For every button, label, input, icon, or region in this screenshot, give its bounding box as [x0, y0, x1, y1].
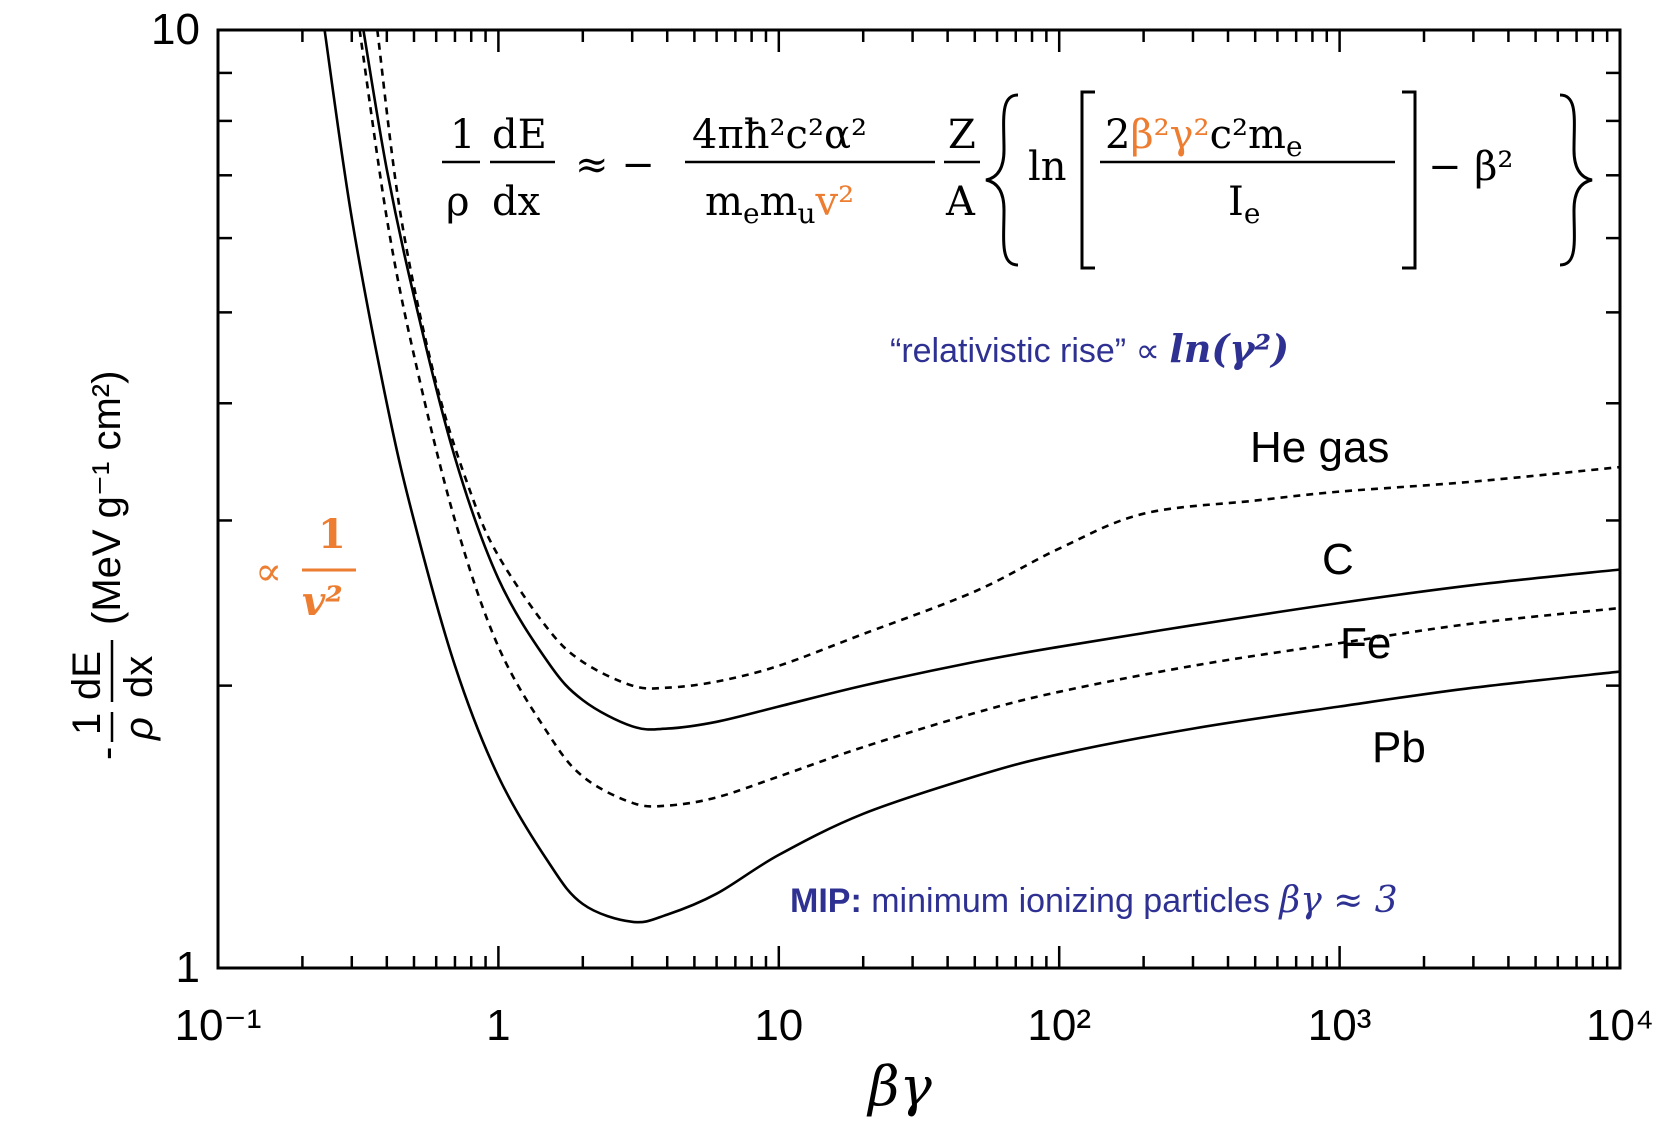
relativistic-rise-note: “relativistic rise” ∝ ln(γ²)	[890, 326, 1289, 371]
y-title-num: 1	[65, 713, 109, 735]
prop-symbol: ∝	[255, 549, 282, 595]
den-m1-sub: e	[743, 197, 760, 230]
series-label-c: C	[1322, 535, 1354, 584]
series-line-he-gas	[376, 29, 1621, 690]
inner-num-b-sub: e	[1286, 130, 1303, 163]
inner-num-orange: β²γ²	[1130, 112, 1209, 158]
x-axis-title: βγ	[866, 1055, 932, 1118]
formula-lhs-num2: dE	[492, 112, 547, 158]
inner-num-a: 2	[1105, 112, 1130, 158]
x-tick-label: 10	[754, 1001, 803, 1050]
inv-den: v²	[302, 578, 343, 625]
bracket-right	[1402, 90, 1417, 270]
bethe-formula: 1 ρ dE dx ≈ − 4πħ²c²α² memuv² Z A ln 2β²…	[442, 90, 1593, 270]
plot-frame	[216, 28, 1622, 970]
y-title-dden: dx	[117, 656, 161, 698]
den-m2-sub: u	[797, 197, 815, 230]
x-tick-label: 10³	[1308, 1001, 1372, 1050]
formula-lhs-den2: dx	[492, 179, 541, 225]
formula-inner-den: Ie	[1228, 179, 1260, 230]
tick-labels: 10⁻¹ 1 10 10² 10³ 10⁴ 1 10	[151, 5, 1654, 1050]
y-axis-title: - 1 ρ dE dx (MeV g⁻¹ cm²)	[65, 371, 161, 760]
series-label-he-gas: He gas	[1250, 423, 1389, 472]
mip-bold: MIP:	[790, 882, 862, 920]
brace-left	[985, 93, 1019, 267]
y-title-prefix: -	[85, 747, 129, 760]
series-group	[323, 29, 1621, 924]
inner-den-sub: e	[1244, 197, 1261, 230]
series-label-pb: Pb	[1372, 723, 1426, 772]
relativistic-rise-expr: ln(γ²)	[1169, 326, 1289, 371]
formula-inner-num: 2β²γ²c²me	[1105, 112, 1303, 163]
inner-num-b: c²m	[1210, 112, 1286, 158]
formula-a: A	[945, 179, 976, 225]
ticks	[216, 30, 1620, 970]
series-line-fe	[358, 29, 1621, 808]
formula-ln: ln	[1028, 144, 1067, 190]
den-m1: m	[705, 179, 743, 225]
y-title-units: (MeV g⁻¹ cm²)	[85, 371, 129, 625]
series-line-pb	[323, 29, 1621, 924]
formula-z: Z	[948, 112, 976, 158]
relativistic-rise-text: “relativistic rise” ∝	[890, 332, 1169, 370]
inv-num: 1	[318, 511, 346, 558]
brace-right	[1559, 93, 1593, 267]
formula-approx: ≈ −	[575, 142, 655, 188]
x-tick-label: 10²	[1027, 1001, 1091, 1050]
y-title-dnum: dE	[65, 651, 109, 700]
series-label-fe: Fe	[1340, 619, 1391, 668]
formula-tail: − β²	[1428, 144, 1513, 190]
mip-text: minimum ionizing particles	[862, 882, 1280, 920]
inner-den-i: I	[1228, 179, 1244, 225]
x-tick-label: 10⁻¹	[175, 1001, 262, 1050]
den-v2: v²	[815, 179, 855, 225]
formula-lhs-den1: ρ	[446, 179, 470, 225]
y-title-den: ρ	[117, 717, 161, 741]
den-m2: m	[760, 179, 798, 225]
y-tick-label: 10	[151, 5, 200, 54]
formula-frac-den: memuv²	[705, 179, 854, 230]
mip-expr: βγ ≈ 3	[1277, 880, 1397, 921]
x-tick-label: 10⁴	[1586, 1001, 1654, 1050]
formula-frac-num: 4πħ²c²α²	[692, 112, 867, 158]
formula-lhs-num1: 1	[450, 112, 475, 158]
inverse-v2-annotation: ∝ 1 v²	[255, 511, 356, 625]
bracket-left	[1080, 90, 1095, 270]
x-tick-label: 1	[486, 1001, 510, 1050]
series-line-c	[362, 29, 1621, 731]
mip-note: MIP: minimum ionizing particles βγ ≈ 3	[790, 880, 1398, 921]
y-tick-label: 1	[176, 943, 200, 992]
